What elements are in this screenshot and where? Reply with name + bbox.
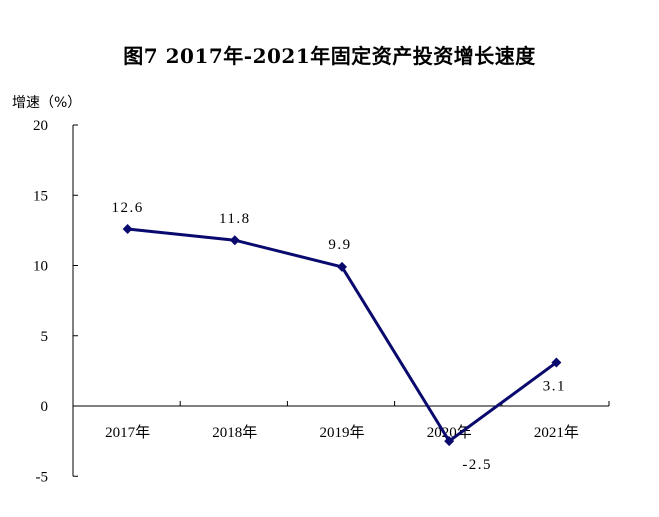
y-axis-ticks: 20 15 10 5 0 -5 <box>33 118 78 485</box>
y-tick-label: 5 <box>41 329 49 345</box>
x-category-label: 2019年 <box>319 424 364 441</box>
x-axis-categories: 2017年 2018年 2019年 2020年 2021年 <box>72 401 610 441</box>
x-category-label: 2020年 <box>427 424 472 441</box>
diamond-marker <box>122 223 133 234</box>
y-tick-label: 10 <box>33 259 48 275</box>
y-tick-label: 15 <box>33 188 48 204</box>
diamond-marker <box>551 357 562 368</box>
data-label: 11.8 <box>219 211 251 227</box>
axes <box>72 125 609 477</box>
chart-title: 图7 2017年-2021年固定资产投资增长速度 <box>123 44 536 68</box>
x-category-label: 2021年 <box>534 424 579 441</box>
diamond-marker <box>444 436 455 447</box>
y-tick-label: 0 <box>41 399 49 415</box>
diamond-marker <box>229 235 240 246</box>
data-labels: 12.6 11.8 9.9 -2.5 3.1 <box>111 200 566 473</box>
data-series <box>122 223 562 447</box>
diamond-marker <box>337 261 347 272</box>
data-label: 12.6 <box>111 200 143 216</box>
x-category-label: 2017年 <box>105 424 150 441</box>
data-label: -2.5 <box>462 457 492 473</box>
series-line <box>127 227 558 444</box>
data-label: 9.9 <box>328 237 351 253</box>
y-tick-label: 20 <box>33 118 48 134</box>
y-tick-label: -5 <box>36 469 49 485</box>
y-axis-label: 增速（%） <box>12 95 82 111</box>
x-category-label: 2018年 <box>212 424 257 441</box>
data-label: 3.1 <box>543 378 566 394</box>
